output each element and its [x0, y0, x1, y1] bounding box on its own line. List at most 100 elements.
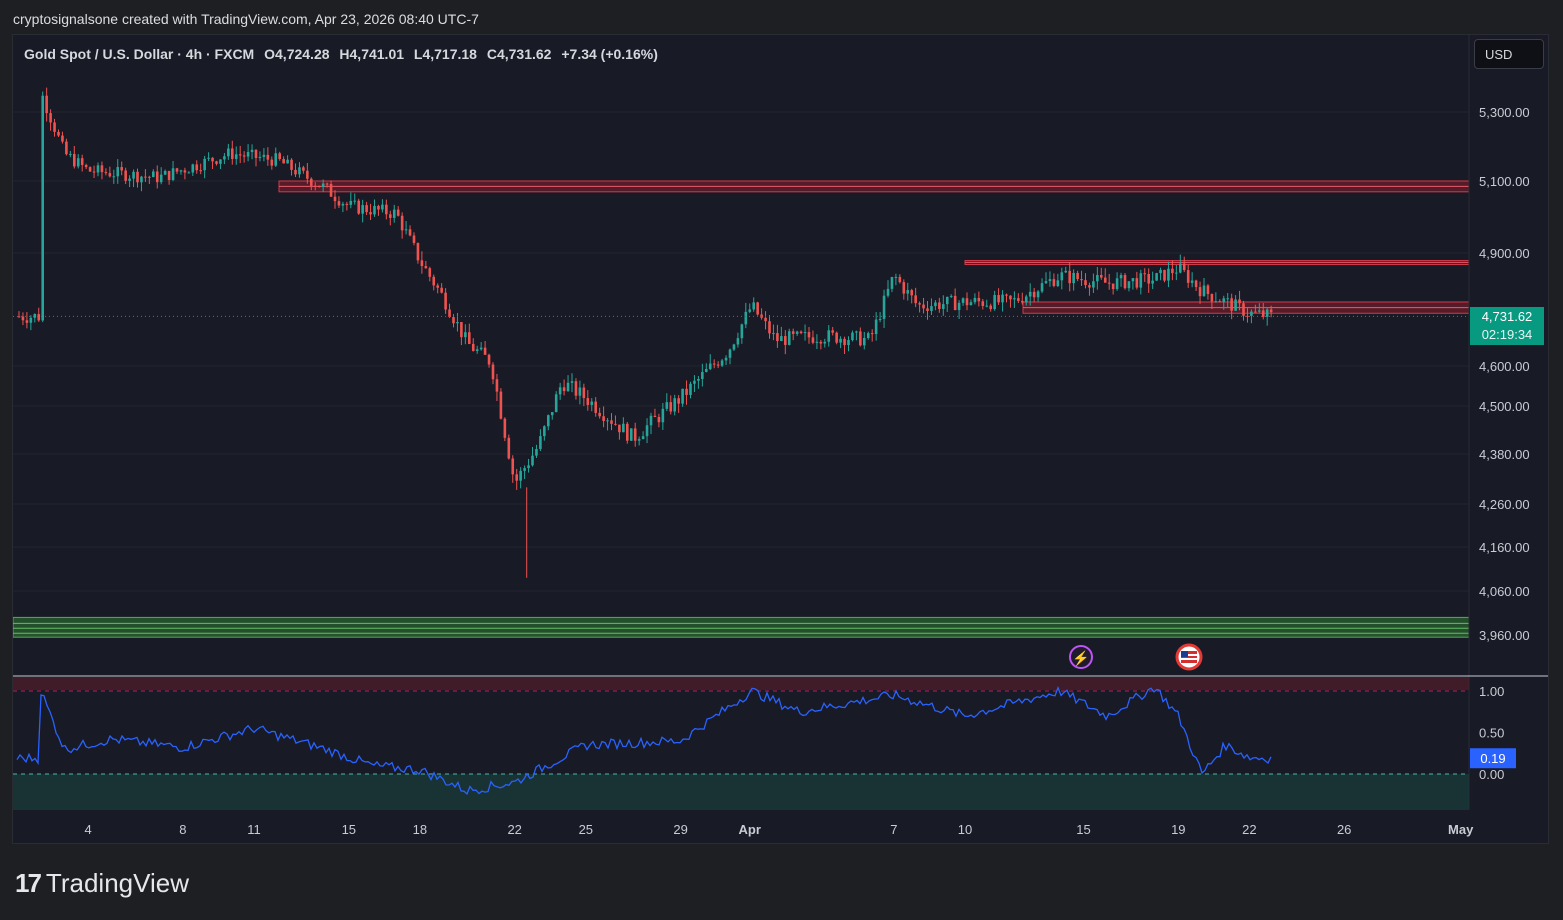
candle-body [989, 305, 992, 310]
candle-body [685, 388, 688, 395]
symbol-header[interactable]: Gold Spot / U.S. Dollar · 4h · FXCM O4,7… [24, 46, 664, 62]
candle-body [29, 317, 33, 323]
candle-body [80, 158, 84, 165]
candle-body [33, 314, 37, 318]
price-tick-label: 4,600.00 [1479, 359, 1530, 374]
us-flag-stripe [1181, 654, 1197, 656]
candle-body [811, 337, 815, 343]
candle-body [906, 290, 910, 294]
candle-body [701, 371, 704, 379]
osc-value-label: 0.19 [1480, 751, 1505, 766]
candle-body [148, 176, 151, 178]
candle-body [511, 458, 515, 475]
candle-body [120, 167, 123, 171]
time-tick-label: Apr [739, 822, 761, 837]
candle-body [693, 380, 696, 384]
candle-body [641, 436, 645, 440]
candle-body [92, 171, 96, 173]
candle-body [629, 428, 633, 441]
candle-body [689, 383, 692, 395]
time-tick-label: 4 [84, 822, 91, 837]
chart-container[interactable]: 5,300.00 5,100.00 4,900.00 4,600.00 4,500.00… [12, 34, 1549, 844]
time-axis[interactable]: 48111518222529Apr71015192226May610 [84, 822, 1549, 837]
candle-body [673, 398, 676, 412]
candle-body [207, 157, 210, 159]
candle-body [21, 316, 25, 321]
candle-body [116, 167, 120, 177]
candle-body [681, 388, 684, 404]
candle-body [1028, 291, 1032, 297]
event-markers[interactable]: ⚡ [1069, 643, 1203, 671]
candle-body [294, 169, 297, 175]
candle-body [1179, 263, 1182, 273]
candle-body [475, 349, 479, 351]
candle-body [191, 164, 195, 173]
candle-body [495, 379, 499, 392]
candle-body [859, 331, 862, 346]
currency-button[interactable]: USD [1474, 39, 1544, 69]
candle-body [341, 203, 345, 206]
candles [17, 87, 1273, 578]
candle-body [254, 149, 258, 158]
chart-attribution: cryptosignalsone created with TradingVie… [13, 11, 479, 27]
candle-body [535, 449, 538, 456]
candle-body [69, 153, 72, 155]
candle-body [452, 317, 455, 324]
candle-body [381, 204, 384, 210]
oscillator-line [16, 685, 1272, 795]
price-tick-label: 4,160.00 [1479, 540, 1530, 555]
candle-body [1056, 280, 1060, 286]
candle-body [1147, 273, 1150, 284]
candle-body [499, 391, 503, 419]
candle-body [1151, 280, 1154, 284]
candle-body [1198, 287, 1202, 297]
time-tick-label: 8 [179, 822, 186, 837]
candle-body [649, 415, 653, 426]
candle-body [934, 302, 937, 307]
candle-body [578, 387, 582, 396]
candle-body [1001, 294, 1004, 303]
candle-body [708, 363, 712, 369]
candle-body [1021, 300, 1024, 303]
symbol-name[interactable]: Gold Spot / U.S. Dollar · 4h · FXCM [24, 46, 255, 62]
candle-body [724, 357, 728, 361]
candle-body [290, 159, 293, 170]
candle-body [1218, 301, 1222, 303]
candle-body [507, 437, 511, 459]
price-chart[interactable]: 5,300.00 5,100.00 4,900.00 4,600.00 4,500.00… [13, 35, 1549, 844]
candle-body [464, 332, 467, 338]
candle-body [894, 276, 898, 278]
candle-body [1017, 298, 1020, 301]
candle-body [76, 158, 80, 167]
candle-body [661, 408, 665, 423]
candle-body [712, 363, 716, 365]
candle-body [333, 196, 337, 202]
osc-tick-label: 0.50 [1479, 726, 1504, 741]
candle-body [337, 201, 341, 206]
tradingview-logo[interactable]: 17 TradingView [15, 868, 189, 899]
tradingview-logo-icon: 17 [15, 868, 42, 898]
candle-body [234, 154, 238, 159]
candle-body [874, 319, 878, 335]
time-tick-label: 29 [673, 822, 687, 837]
candle-body [1269, 309, 1273, 313]
candle-body [1234, 299, 1237, 311]
candle-body [886, 288, 890, 296]
candle-body [1246, 315, 1249, 317]
candle-body [1013, 298, 1016, 300]
time-tick-label: 11 [247, 822, 261, 837]
candle-body [503, 418, 507, 438]
candle-body [807, 332, 811, 338]
candle-body [483, 347, 487, 355]
candle-body [128, 178, 131, 181]
candle-body [562, 387, 566, 392]
price-axis[interactable]: 5,300.00 5,100.00 4,900.00 4,600.00 4,500.00… [1479, 105, 1530, 643]
event-marker-lightning[interactable] [1069, 645, 1093, 669]
candle-body [163, 170, 167, 175]
candle-body [25, 320, 29, 323]
candle-body [203, 158, 206, 171]
candle-body [1258, 310, 1261, 312]
candle-body [49, 113, 52, 123]
candle-body [823, 341, 827, 344]
candle-body [997, 295, 1000, 303]
